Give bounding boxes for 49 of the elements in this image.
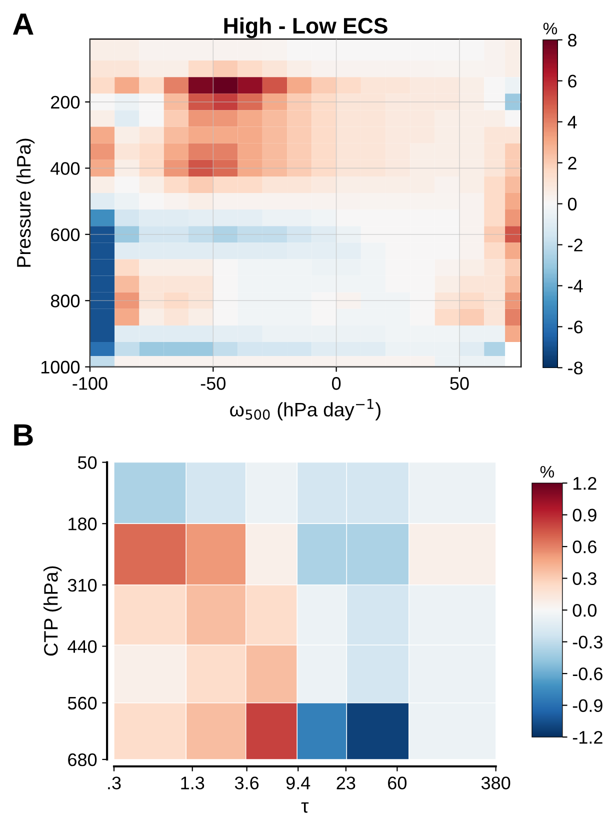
y-tick-label: 1000 (41, 360, 80, 374)
y-axis-title: CTP (hPa) (44, 566, 62, 656)
color-bar-label: -8 (568, 362, 583, 374)
color-bar-label: 0.6 (572, 540, 596, 554)
color-bar-label: -0.6 (572, 667, 602, 680)
chart-title: High - Low ECS (224, 17, 388, 38)
y-tick-label: 310 (68, 578, 97, 592)
x-tick-label: .3 (108, 776, 121, 790)
y-tick-label: 50 (78, 456, 97, 470)
y-tick-label: 200 (51, 96, 80, 109)
color-bar-label: 8 (568, 34, 577, 47)
x-tick-label: 50 (450, 377, 469, 390)
x-axis-title: τ (301, 802, 309, 813)
color-bar-label: 0.9 (572, 508, 596, 522)
color-bar-label: 1.2 (574, 476, 596, 490)
y-tick-label: 800 (50, 294, 80, 308)
y-axis-title: Pressure (hPa) (16, 138, 35, 267)
y-tick-label: 440 (68, 640, 97, 653)
x-axis-title: ω$_{500}$ (hPa day$^{−1}$) (230, 398, 380, 420)
x-tick-label: 1.3 (181, 776, 204, 790)
color-bar-label: -1.2 (572, 730, 602, 744)
color-bar-title: % (540, 466, 554, 478)
x-tick-label: 60 (388, 776, 407, 790)
color-bar-label: 6 (568, 74, 577, 88)
color-bar-label: 0 (568, 198, 577, 210)
color-bar-label: -6 (568, 320, 583, 334)
x-tick-label: 3.6 (234, 776, 259, 790)
x-tick-label: 23 (336, 776, 356, 790)
color-bar-label: 4 (568, 116, 577, 128)
y-tick-label: 400 (50, 162, 80, 175)
color-bar-label: -0.9 (572, 699, 602, 712)
x-tick-label: 0 (332, 377, 341, 390)
color-bar-label: -0.3 (572, 636, 602, 649)
color-bar-label: 2 (568, 156, 576, 170)
y-tick-label: 180 (68, 518, 97, 530)
x-tick-label: 9.4 (286, 776, 310, 790)
y-tick-label: 600 (51, 228, 80, 242)
color-bar-label: -4 (568, 280, 583, 292)
text: A (12, 14, 34, 35)
x-tick-label: -50 (200, 377, 226, 390)
y-tick-label: 560 (68, 696, 97, 710)
color-bar-label: 0.3 (572, 572, 596, 586)
color-bar-label: 0.0 (572, 604, 597, 617)
color-bar-label: -2 (568, 238, 582, 252)
text: B (14, 424, 33, 446)
y-tick-label: 680 (68, 753, 97, 766)
color-bar-title: % (543, 22, 558, 34)
x-tick-label: -100 (72, 377, 108, 390)
x-tick-label: 380 (481, 776, 510, 790)
